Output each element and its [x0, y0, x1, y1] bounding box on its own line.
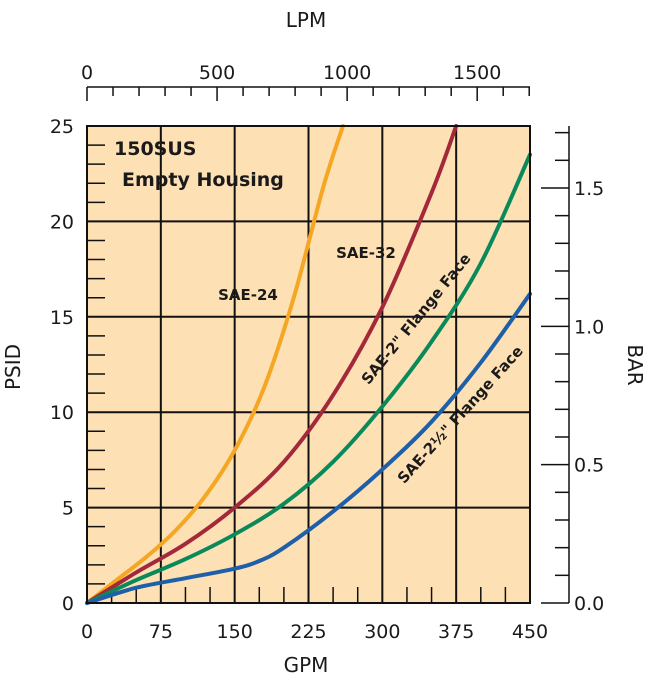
top-axis-title: LPM — [286, 8, 326, 32]
x-tick-label: 450 — [512, 621, 548, 643]
y-tick-label: 0 — [62, 593, 74, 615]
series-line-2 — [85, 152, 532, 605]
x-tick-label: 300 — [364, 621, 400, 643]
y-tick-label: 15 — [50, 307, 74, 329]
curve-label-sae-24: SAE-24 — [218, 286, 278, 304]
left-axis-title: PSID — [1, 344, 25, 390]
right-tick-label: 1.5 — [574, 178, 604, 200]
x-tick-label: 375 — [438, 621, 474, 643]
annotation-line-1: 150SUS — [114, 138, 196, 160]
top-tick-label: 500 — [199, 62, 235, 84]
x-tick-label: 75 — [149, 621, 173, 643]
x-tick-label: 0 — [81, 621, 93, 643]
bottom-axis-title: GPM — [284, 653, 329, 677]
series-line-1 — [85, 124, 459, 605]
annotation-line-2: Empty Housing — [122, 169, 284, 191]
y-tick-label: 5 — [62, 498, 74, 520]
y-tick-label: 25 — [50, 116, 74, 138]
top-tick-label: 1000 — [323, 62, 371, 84]
top-tick-label: 1500 — [453, 62, 501, 84]
right-axis-title: BAR — [623, 344, 647, 385]
plot-frame — [86, 125, 531, 604]
series-line-3 — [85, 291, 532, 605]
right-tick-label: 0.5 — [574, 455, 604, 477]
series-line-0 — [85, 124, 345, 605]
right-tick-label: 1.0 — [574, 316, 604, 338]
right-tick-label: 0.0 — [574, 593, 604, 615]
y-tick-label: 20 — [50, 211, 74, 233]
top-tick-label: 0 — [81, 62, 93, 84]
y-tick-label: 10 — [50, 402, 74, 424]
x-tick-label: 225 — [290, 621, 326, 643]
series-layer — [85, 124, 532, 605]
x-tick-label: 150 — [217, 621, 253, 643]
axis-layer: 0 75 150 225 300 375 450 0 5 10 15 20 25 0 500 1000 1500… — [50, 62, 604, 643]
curve-label-sae-32: SAE-32 — [336, 244, 396, 262]
